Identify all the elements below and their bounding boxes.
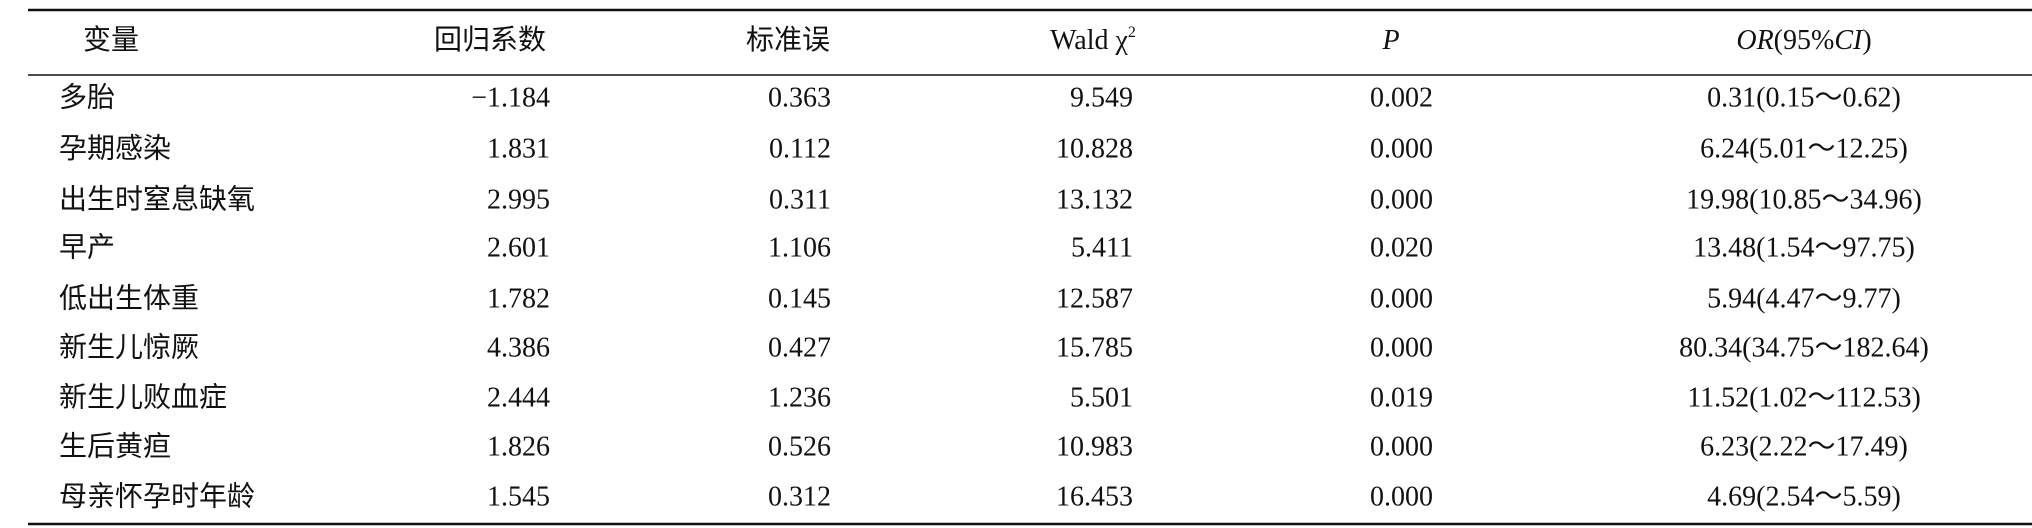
header-text: CI	[1834, 25, 1864, 56]
cell-value: 80.34(34.75～182.64)	[1679, 332, 1929, 363]
header-cell: OR(95%CI)	[1736, 25, 1871, 56]
cell-value: 6.23(2.22～17.49)	[1700, 431, 1908, 462]
cell-value: 0.363	[768, 82, 831, 113]
header-text: 变量	[83, 24, 139, 56]
cell-value: 4.386	[487, 332, 550, 363]
header-text: Wald χ	[1050, 25, 1128, 56]
cell-value: 0.019	[1370, 382, 1433, 413]
header-text: (95%	[1774, 25, 1835, 56]
cell-value: 0.000	[1370, 332, 1433, 363]
header-text: 标准误	[746, 24, 830, 56]
cell-value: 19.98(10.85～34.96)	[1686, 184, 1922, 215]
cell-value: 5.501	[1070, 382, 1133, 413]
cell-value: 0.526	[768, 431, 831, 462]
header-cell: Wald χ2	[1050, 24, 1136, 57]
cell-value: 5.94(4.47～9.77)	[1707, 283, 1901, 314]
cell-value: 4.69(2.54～5.59)	[1707, 481, 1901, 512]
cell-value: 0.020	[1370, 232, 1433, 263]
cell-value: 11.52(1.02～112.53)	[1687, 382, 1921, 413]
cell-value: 0.000	[1370, 481, 1433, 512]
cell-value: 12.587	[1056, 283, 1133, 314]
variable-name: 母亲怀孕时年龄	[59, 480, 255, 512]
variable-name: 孕期感染	[59, 132, 171, 164]
cell-value: 1.106	[768, 232, 831, 263]
variable-name: 早产	[59, 231, 115, 263]
variable-name: 出生时窒息缺氧	[59, 183, 255, 215]
variable-name: 新生儿惊厥	[59, 331, 199, 363]
header-text: 回归系数	[434, 24, 546, 56]
variable-name: 生后黄疸	[59, 430, 171, 462]
cell-value: 2.444	[487, 382, 550, 413]
cell-value: 0.002	[1370, 82, 1433, 113]
superscript: 2	[1128, 24, 1136, 41]
variable-name: 新生儿败血症	[59, 381, 227, 413]
header-cell: 标准误	[746, 24, 830, 56]
cell-value: 10.983	[1056, 431, 1133, 462]
cell-value: 1.826	[487, 431, 550, 462]
header-cell: 回归系数	[434, 24, 546, 56]
cell-value: −1.184	[471, 82, 550, 113]
cell-value: 0.427	[768, 332, 831, 363]
cell-value: 1.545	[487, 481, 550, 512]
header-text: OR	[1736, 25, 1773, 56]
cell-value: 0.000	[1370, 184, 1433, 215]
header-cell: 变量	[83, 24, 139, 56]
cell-value: 10.828	[1056, 133, 1133, 164]
cell-value: 13.132	[1056, 184, 1133, 215]
cell-value: 0.112	[769, 133, 831, 164]
cell-value: 1.236	[768, 382, 831, 413]
cell-value: 2.601	[487, 232, 550, 263]
cell-value: 0.31(0.15～0.62)	[1707, 82, 1901, 113]
cell-value: 0.000	[1370, 133, 1433, 164]
cell-value: 2.995	[487, 184, 550, 215]
cell-value: 5.411	[1071, 232, 1133, 263]
cell-value: 0.000	[1370, 283, 1433, 314]
cell-value: 6.24(5.01～12.25)	[1700, 133, 1908, 164]
cell-value: 9.549	[1070, 82, 1133, 113]
header-text: )	[1862, 25, 1871, 56]
header-cell: P	[1381, 25, 1399, 56]
variable-name: 低出生体重	[59, 282, 199, 314]
cell-value: 1.782	[487, 283, 550, 314]
cell-value: 15.785	[1056, 332, 1133, 363]
variable-name: 多胎	[59, 81, 115, 113]
cell-value: 0.000	[1370, 431, 1433, 462]
cell-value: 0.311	[769, 184, 831, 215]
header-text: P	[1381, 25, 1399, 56]
cell-value: 1.831	[487, 133, 550, 164]
cell-value: 13.48(1.54～97.75)	[1693, 232, 1915, 263]
cell-value: 16.453	[1056, 481, 1133, 512]
cell-value: 0.145	[768, 283, 831, 314]
cell-value: 0.312	[768, 481, 831, 512]
